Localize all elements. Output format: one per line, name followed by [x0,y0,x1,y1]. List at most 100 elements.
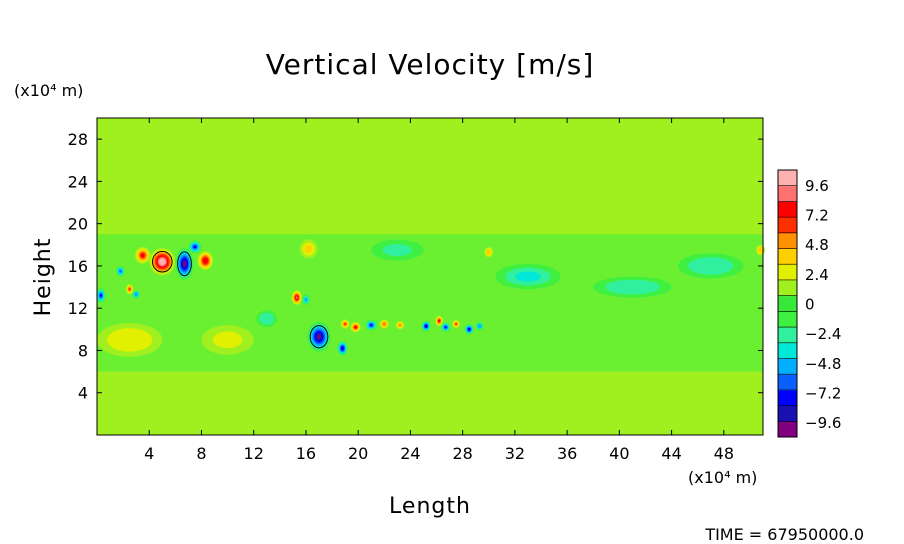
feature-blob [132,290,141,299]
colorbar-swatch [778,295,797,312]
colorbar-swatch [778,201,797,218]
feature-blob [197,251,214,271]
x-tick-label: 40 [609,444,629,463]
feature-outline [177,251,192,277]
feature-blob [97,322,163,357]
colorbar-swatch [778,311,797,328]
feature-blob [464,324,474,335]
features-layer [96,239,765,357]
colorbar-swatch [778,264,797,281]
feature-contour [341,347,344,350]
feature-outline [309,325,329,349]
y-tick-label: 4 [78,384,88,403]
colorbar-tick-label: −4.8 [805,355,841,373]
feature-contour [343,322,347,326]
feature-contour [382,244,413,257]
colorbar-tick-label: −2.4 [805,325,841,343]
feature-blob [365,319,378,331]
colorbar-swatch [778,405,797,422]
colorbar-tick-label: 2.4 [805,266,829,284]
colorbar-tick-label: 4.8 [805,236,829,254]
feature-contour [444,326,447,329]
feature-blob [307,321,331,352]
feature-contour [398,323,402,327]
feature-blob [188,240,202,254]
feature-contour [468,328,471,331]
feature-blob [175,247,194,280]
feature-contour [759,248,762,252]
x-tick-label: 32 [505,444,525,463]
feature-contour [119,269,122,273]
colorbar-swatch [778,248,797,265]
colorbar-swatch [778,342,797,359]
feature-blob [350,321,361,333]
y-tick-label: 28 [68,130,88,149]
x-tick-label: 44 [661,444,681,463]
feature-contour [438,319,441,322]
y-unit-label: (x10⁴ m) [14,81,83,100]
feature-blob [96,288,106,303]
feature-blob [678,253,744,279]
colorbar-swatch [778,232,797,250]
feature-blob [299,239,318,259]
feature-blob [755,244,765,256]
feature-blob [115,265,126,277]
feature-blob [495,263,561,290]
feature-contour [616,282,648,292]
feature-blob [452,319,461,329]
feature-contour [295,296,298,299]
x-tick-label: 20 [348,444,368,463]
y-axis: 4 8 12 16 20 24 28 [68,130,763,403]
feature-blob [134,246,151,264]
feature-contour [487,250,491,254]
feature-blob [484,246,494,258]
feature-contour [304,298,308,302]
feature-contour [317,334,321,340]
feature-contour [425,325,428,328]
feature-contour [304,245,313,253]
feature-blob [371,239,424,261]
feature-blob [337,340,348,356]
feature-contour [203,258,207,263]
plot-frame [96,117,764,436]
y-axis-label: Height [31,238,56,317]
plot-area [96,117,765,436]
feature-blob [291,290,303,306]
feature-outline [152,250,173,273]
colorbar-swatch [778,217,797,234]
x-tick-label: 24 [400,444,420,463]
colorbar-tick-label: −9.6 [805,414,841,432]
feature-contour [183,261,186,267]
feature-blob [593,276,672,298]
x-axis: 4 8 12 16 20 24 28 32 36 40 44 48 [144,118,734,463]
band-quiet-upper-region [97,118,763,229]
colorbar: 9.6 7.2 4.8 2.4 0 −2.4 −4.8 −7.2 −9.6 [777,169,841,438]
feature-contour [128,287,131,291]
x-tick-label: 4 [144,444,154,463]
colorbar-swatch [778,279,797,297]
feature-contour [193,245,197,249]
feature-blob [302,294,310,306]
feature-contour [697,260,724,271]
y-tick-label: 20 [68,215,88,234]
feature-blob [441,322,451,332]
feature-blob [475,321,484,331]
colorbar-swatch [778,421,797,438]
feature-contour [141,253,145,258]
feature-blob [395,320,405,330]
colorbar-swatch [778,389,797,407]
feature-blob [379,319,389,329]
feature-contour [160,259,165,264]
colorbar-swatch [778,170,797,187]
colorbar-swatch [778,327,797,344]
y-tick-label: 16 [68,257,88,276]
feature-blob [340,319,350,329]
feature-contour [478,325,481,328]
time-label: TIME = 67950000.0 [704,525,864,544]
x-unit-label: (x10⁴ m) [688,468,757,487]
feature-blob [256,310,278,328]
y-tick-label: 12 [68,299,88,318]
x-tick-label: 12 [244,444,264,463]
feature-blob [125,283,134,295]
feature-contour [116,333,143,347]
